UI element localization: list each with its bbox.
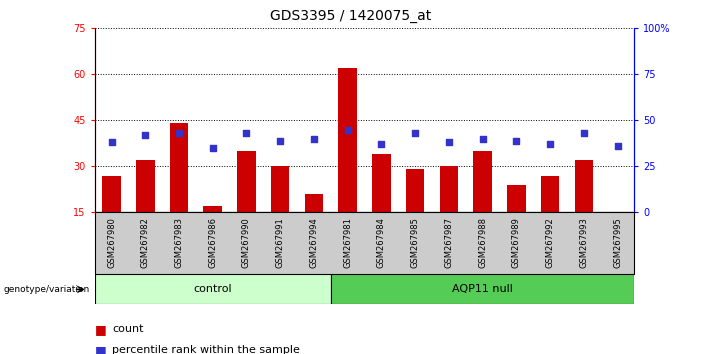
Text: GSM267992: GSM267992	[545, 217, 554, 268]
Bar	[608, 212, 627, 258]
Text: GSM267985: GSM267985	[411, 217, 420, 268]
Bar	[575, 160, 593, 258]
Bar	[102, 176, 121, 258]
Text: percentile rank within the sample: percentile rank within the sample	[112, 346, 300, 354]
Point	[275, 138, 286, 143]
Point	[241, 130, 252, 136]
Bar	[136, 160, 154, 258]
Bar	[331, 274, 634, 304]
Bar	[372, 154, 390, 258]
Text: GSM267983: GSM267983	[175, 217, 184, 268]
Text: GSM267989: GSM267989	[512, 217, 521, 268]
Bar	[339, 68, 357, 258]
Point	[612, 143, 623, 149]
Bar	[203, 206, 222, 258]
Bar	[170, 124, 189, 258]
Point	[308, 136, 320, 142]
Text: GSM267980: GSM267980	[107, 217, 116, 268]
Text: GSM267993: GSM267993	[579, 217, 588, 268]
Text: GSM267988: GSM267988	[478, 217, 487, 268]
Bar	[95, 274, 331, 304]
Text: GSM267987: GSM267987	[444, 217, 454, 268]
Point	[409, 130, 421, 136]
Point	[578, 130, 590, 136]
Bar	[540, 176, 559, 258]
Bar	[237, 151, 256, 258]
Point	[342, 127, 353, 132]
Text: ■: ■	[95, 323, 107, 336]
Point	[545, 142, 556, 147]
Point	[207, 145, 218, 151]
Text: GDS3395 / 1420075_at: GDS3395 / 1420075_at	[270, 9, 431, 23]
Bar	[440, 166, 458, 258]
Text: GSM267990: GSM267990	[242, 217, 251, 268]
Text: GSM267981: GSM267981	[343, 217, 352, 268]
Point	[511, 138, 522, 143]
Bar	[507, 185, 526, 258]
Text: ■: ■	[95, 344, 107, 354]
Text: GSM267986: GSM267986	[208, 217, 217, 268]
Text: control: control	[193, 284, 232, 295]
Text: GSM267991: GSM267991	[275, 217, 285, 268]
Point	[443, 139, 454, 145]
Text: count: count	[112, 324, 144, 334]
Bar	[406, 170, 424, 258]
Bar	[473, 151, 492, 258]
Point	[376, 142, 387, 147]
Bar	[305, 194, 323, 258]
Text: AQP11 null: AQP11 null	[452, 284, 513, 295]
Text: GSM267994: GSM267994	[309, 217, 318, 268]
Text: GSM267982: GSM267982	[141, 217, 150, 268]
Point	[173, 130, 184, 136]
Bar	[271, 166, 290, 258]
Point	[477, 136, 488, 142]
Text: GSM267995: GSM267995	[613, 217, 622, 268]
Point	[139, 132, 151, 138]
Point	[106, 139, 117, 145]
Text: GSM267984: GSM267984	[377, 217, 386, 268]
Text: genotype/variation: genotype/variation	[4, 285, 90, 294]
